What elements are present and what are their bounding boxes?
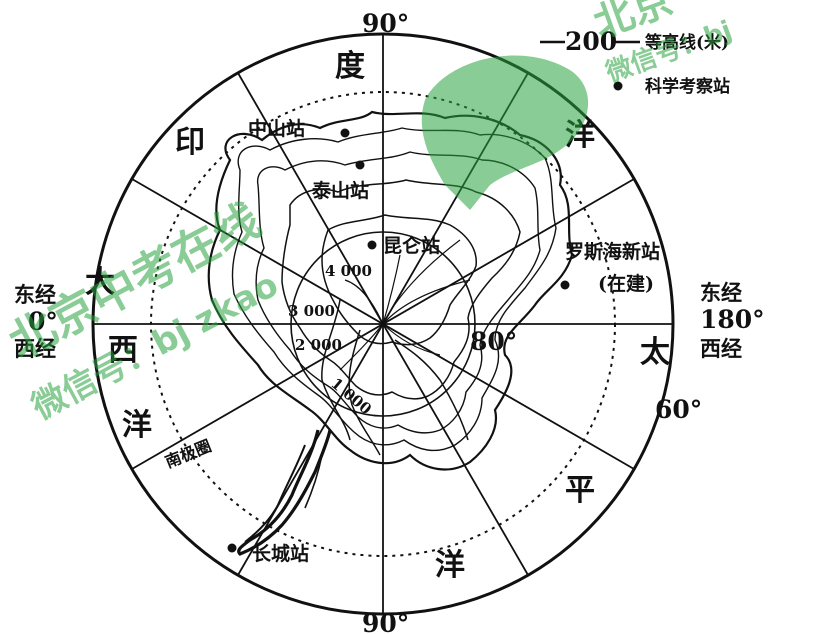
degree-lon80: 80°: [470, 327, 517, 356]
side-right-east: 东经: [700, 280, 742, 305]
contour-label-3000: 3 000: [288, 302, 335, 320]
station-dot-kunlun: [367, 240, 377, 250]
ocean-atlantic-char-0: 大: [85, 265, 115, 300]
antarctic-circle-label: 南极圈: [162, 436, 214, 472]
side-left-west: 西经: [14, 336, 56, 361]
station-kunlun-label: 昆仑站: [383, 234, 440, 257]
legend-station-text: 科学考察站: [645, 76, 730, 97]
station-zhongshan-label: 中山站: [248, 117, 305, 140]
antarctica-coastline: [207, 110, 574, 556]
watermark-logo-shape: [421, 55, 589, 210]
station-taishan-label: 泰山站: [311, 179, 369, 202]
side-labels-left: 东经 0° 西经: [14, 282, 58, 361]
ocean-pacific-char-2: 洋: [435, 548, 465, 583]
degree-top: 90°: [362, 9, 409, 38]
degree-lon60: 60°: [655, 395, 702, 424]
ocean-pacific-char-1: 平: [565, 473, 595, 508]
ocean-indian-char-0: 印: [175, 125, 205, 160]
side-right-west: 西经: [700, 336, 742, 361]
contour-labels: 4 000 3 000 2 000 1 000: [288, 262, 375, 418]
station-dot-taishan: [355, 160, 365, 170]
ocean-atlantic-char-2: 洋: [122, 408, 152, 443]
legend-contour-text: 等高线(米): [645, 32, 729, 53]
degree-bottom: 90°: [362, 609, 409, 634]
legend-station-dot: [613, 81, 623, 91]
side-left-east: 东经: [14, 282, 56, 307]
legend: 200 等高线(米) 科学考察站: [540, 27, 730, 97]
degree-labels: 90° 90° 80° 60°: [362, 9, 702, 634]
elevation-contours: [281, 179, 521, 456]
station-ross-sea-label: 罗斯海新站: [565, 240, 660, 263]
ocean-atlantic-char-1: 西: [108, 333, 138, 368]
station-dot-changcheng: [227, 543, 237, 553]
station-dot-ross-sea: [560, 280, 570, 290]
station-dot-zhongshan: [340, 128, 350, 138]
side-right-180: 180°: [700, 305, 765, 334]
pole-flow-lines: [339, 239, 471, 371]
legend-contour-value: 200: [565, 27, 617, 56]
ocean-pacific-char-0: 太: [640, 335, 671, 370]
contour-label-2000: 2 000: [295, 336, 342, 354]
station-changcheng-label: 长城站: [252, 542, 309, 565]
station-ross-sea-note: (在建): [598, 272, 654, 295]
side-labels-right: 东经 180° 西经: [700, 280, 765, 361]
contour-label-4000: 4 000: [325, 262, 372, 280]
ocean-indian-char-1: 度: [335, 49, 365, 84]
stations: 中山站 泰山站 昆仑站 罗斯海新站 (在建) 长城站: [227, 117, 660, 565]
side-left-0: 0°: [28, 307, 58, 336]
ocean-labels: 度 印 洋 大 西 洋 太 平 洋: [85, 49, 671, 583]
watermark: 北京中考在线 微信号：bj zkao 北京 微信号：bj: [0, 0, 736, 428]
